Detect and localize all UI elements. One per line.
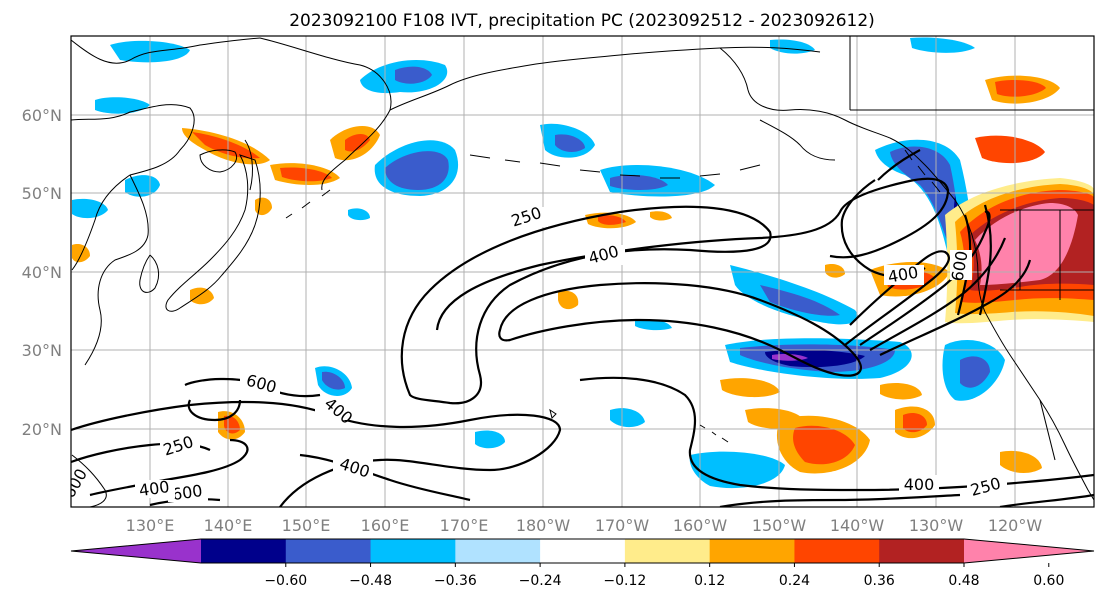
shade-pos-japan-north-core: [192, 132, 260, 159]
shade-pos-south-big-core: [793, 425, 855, 465]
lon-tick-label: 130°E: [126, 516, 175, 535]
lon-tick-label: 130°W: [909, 516, 964, 535]
shade-neg-east-1-core: [960, 356, 990, 388]
colorbar-tick-label: −0.48: [349, 573, 392, 589]
shade-neg-south-3: [610, 408, 645, 428]
shade-pos-canada-core: [995, 80, 1046, 97]
colorbar-segment: [709, 539, 795, 563]
colorbar-segments: [70, 538, 1095, 564]
colorbar-segment: [794, 539, 880, 563]
shade-pos-mexico: [1000, 450, 1042, 474]
colorbar-tick-label: −0.24: [519, 573, 562, 589]
shade-neg-sub-1-core: [322, 371, 345, 390]
shade-pos-south-4-core: [903, 413, 927, 433]
shade-pos-canada-2: [975, 135, 1045, 164]
lon-tick-label: 120°W: [988, 516, 1043, 535]
contour-label: 600: [171, 481, 204, 504]
colorbar-outline: [70, 538, 1095, 564]
colorbar-tick-label: 0.24: [779, 573, 810, 589]
precip-shading: [72, 37, 1094, 489]
colorbar-tick-label: 0.12: [694, 573, 725, 589]
political-boundaries: [849, 36, 1094, 300]
colorbar-extend-high: [964, 539, 1094, 563]
lon-tick-label: 160°E: [361, 516, 410, 535]
colorbar: −0.60 −0.48 −0.36 −0.24 −0.12 0.12 0.24 0.36 0.4…: [70, 538, 1095, 589]
lat-tick-label: 20°N: [22, 420, 62, 439]
shade-pos-hokkaido: [255, 197, 272, 216]
lon-tick-label: 140°E: [204, 516, 253, 535]
colorbar-tick-label: −0.12: [603, 573, 646, 589]
shade-pos-japan-south: [190, 287, 214, 305]
shade-neg-top-1: [910, 37, 975, 53]
figure-title: 2023092100 F108 IVT, precipitation PC (2…: [289, 11, 875, 31]
colorbar-segment: [540, 539, 626, 563]
lat-tick-label: 50°N: [22, 184, 62, 203]
shade-neg-nw-2: [95, 97, 150, 114]
colorbar-tick-label: −0.36: [434, 573, 477, 589]
colorbar-segment: [455, 539, 541, 563]
colorbar-segment: [201, 539, 287, 563]
shade-neg-ne-pacific-core: [760, 285, 840, 316]
map-panel: 250 400 600 400 600 400 250 400 600 600: [70, 35, 1095, 508]
map-frame: [70, 35, 1095, 508]
shade-pos-small-2: [825, 264, 845, 278]
colorbar-tick-label: 0.36: [864, 573, 895, 589]
shade-neg-mid-2-core: [610, 174, 668, 190]
lat-tick-label: 30°N: [22, 341, 62, 360]
colorbar-tick-label: 0.60: [1033, 573, 1064, 589]
contour-label: 400: [138, 477, 171, 500]
colorbar-tick-label: −0.60: [264, 573, 307, 589]
shade-neg-south-2: [475, 430, 505, 449]
contour-label: 400: [904, 475, 935, 494]
colorbar-segment: [370, 539, 456, 563]
colorbar-tick-label: 0.48: [948, 573, 979, 589]
lon-tick-label: 150°W: [752, 516, 807, 535]
lon-tick-labels: 130°E 140°E 150°E 160°E 170°E 180°W 170°…: [126, 516, 1043, 535]
colorbar-segment: [285, 539, 372, 563]
shade-neg-mid-1-core: [555, 134, 585, 152]
shade-pos-coast-pink: [975, 203, 1078, 285]
lat-tick-label: 40°N: [22, 263, 62, 282]
colorbar-segment: [879, 539, 965, 563]
lat-tick-label: 60°N: [22, 106, 62, 125]
shade-neg-kamchatka-core: [385, 151, 449, 190]
lon-tick-label: 170°W: [595, 516, 650, 535]
shade-neg-small-1: [635, 319, 672, 331]
lon-tick-label: 170°E: [440, 516, 489, 535]
shade-pos-okhotsk-edge-core: [345, 134, 370, 152]
shade-neg-west-1: [72, 198, 108, 219]
colorbar-extend-low: [71, 539, 201, 563]
shade-neg-japan-sea: [125, 175, 160, 197]
shade-pos-south-5: [880, 383, 922, 400]
shade-pos-south-3: [720, 378, 780, 398]
shade-neg-small-2: [348, 208, 370, 221]
shade-pos-mid-1-core: [598, 215, 626, 225]
lon-tick-label: 140°W: [830, 516, 885, 535]
colorbar-segment: [624, 539, 711, 563]
shade-neg-gulf-alaska-core: [890, 146, 958, 260]
lon-tick-label: 160°W: [673, 516, 728, 535]
lat-tick-labels: 20°N 30°N 40°N 50°N 60°N: [22, 106, 62, 439]
shade-neg-sea-okhotsk-core: [395, 66, 432, 84]
shade-pos-mid-2: [558, 290, 579, 310]
shade-pos-small-1: [650, 211, 672, 221]
lon-tick-label: 150°E: [282, 516, 331, 535]
shade-pos-south-2: [745, 408, 805, 429]
shade-pos-west-1: [72, 244, 90, 263]
lon-tick-label: 180°W: [516, 516, 571, 535]
colorbar-ticks: −0.60 −0.48 −0.36 −0.24 −0.12 0.12 0.24 0.36 0.4…: [264, 563, 1064, 589]
